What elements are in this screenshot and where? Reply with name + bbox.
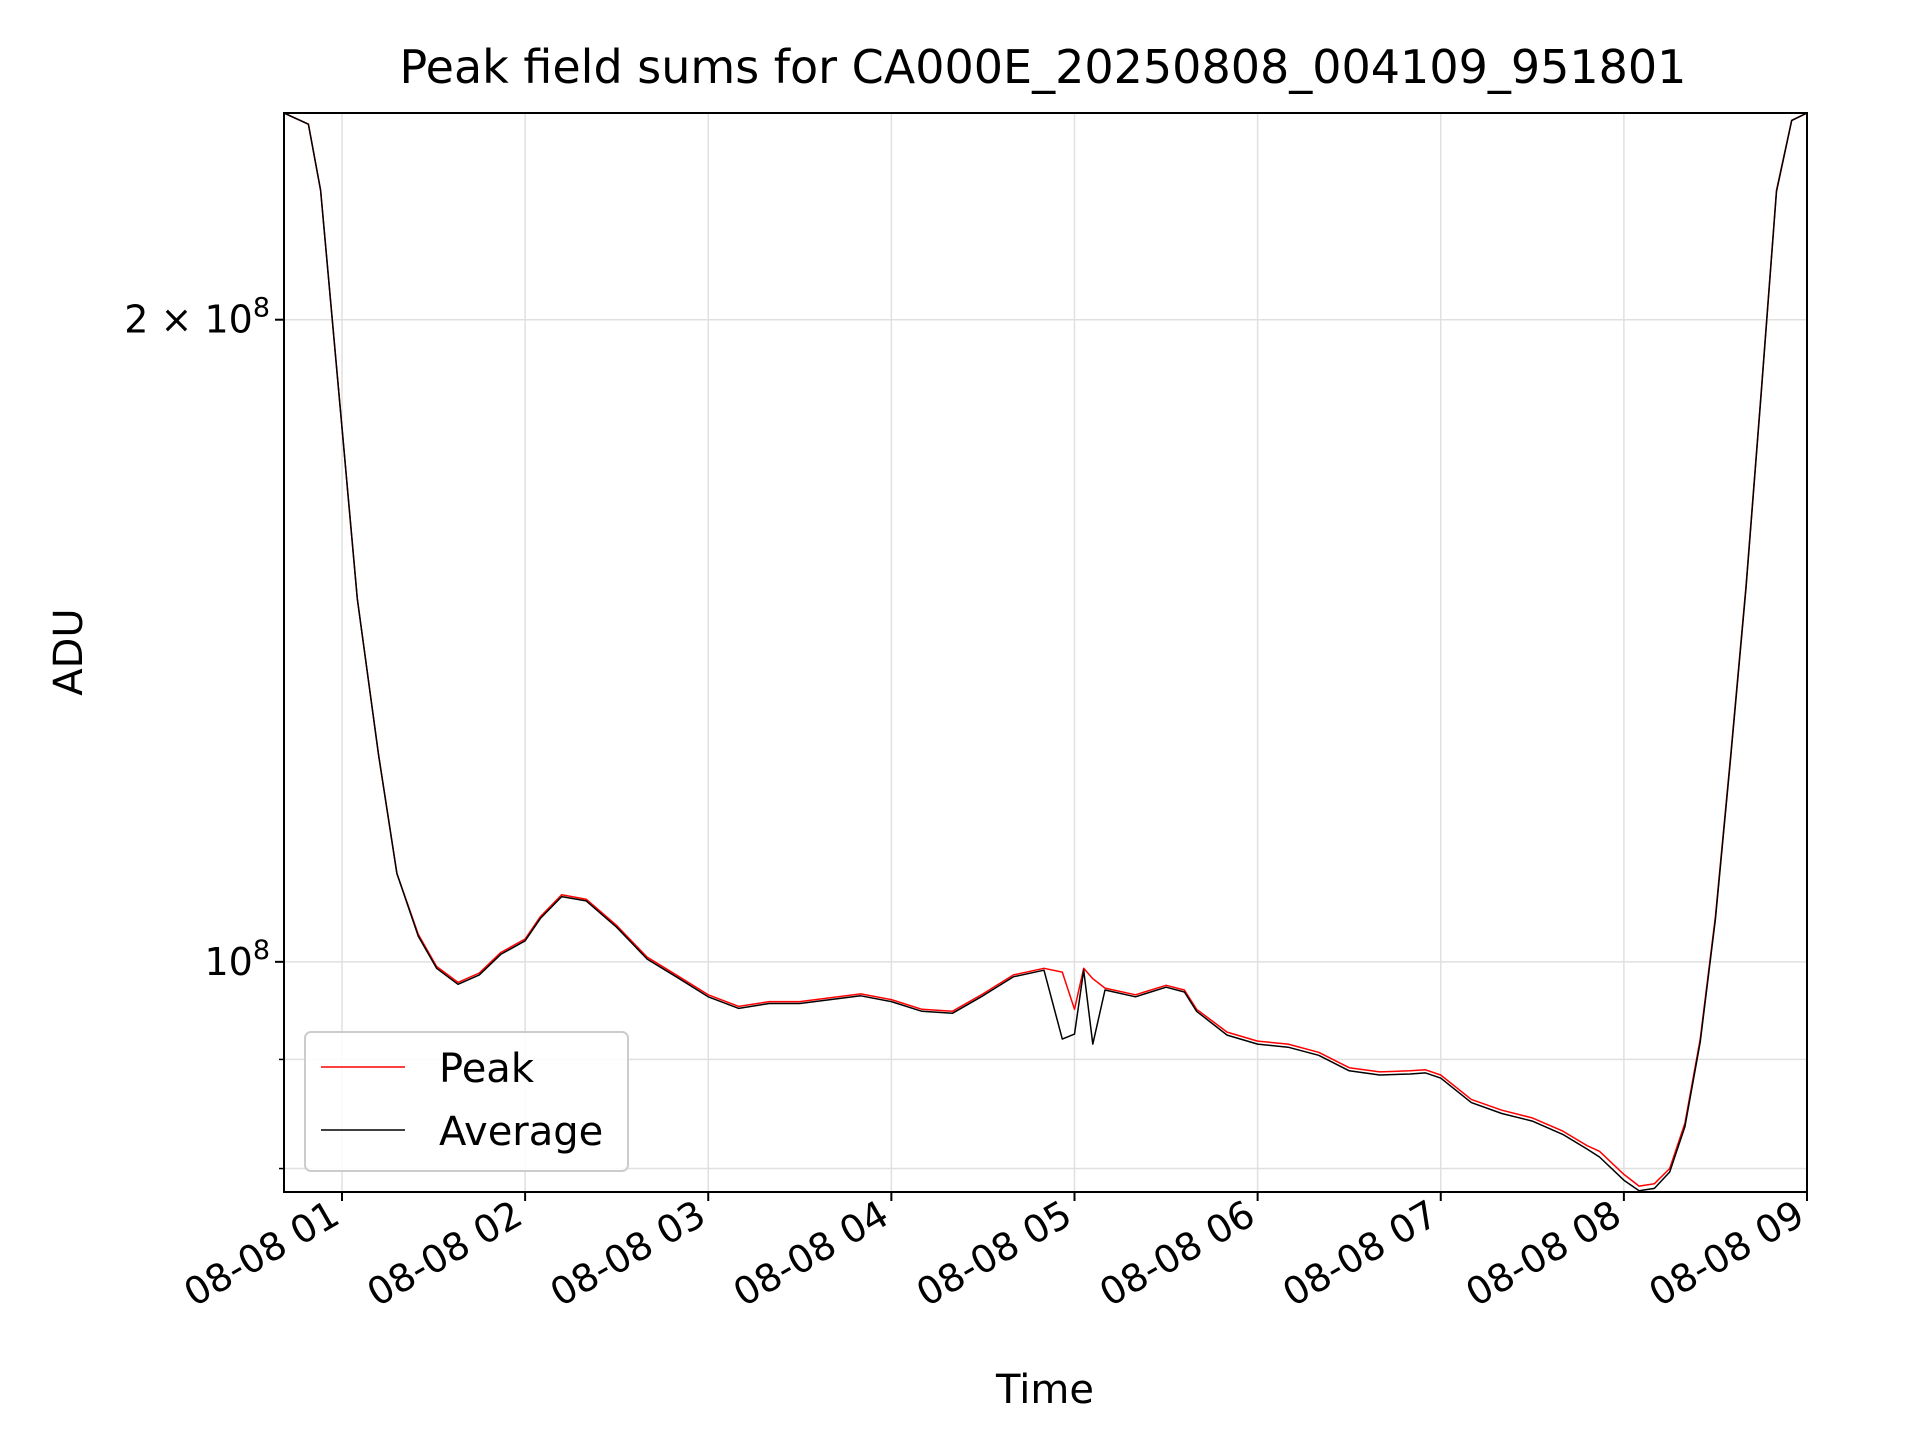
chart-title: Peak field sums for CA000E_20250808_0041… — [400, 40, 1687, 94]
x-axis-label: Time — [995, 1367, 1094, 1413]
y-tick-label: 2 × 108 — [124, 293, 270, 342]
series-line-average — [284, 113, 1807, 1192]
series-layer — [284, 113, 1807, 1192]
y-axis-label: ADU — [46, 608, 92, 695]
legend-label-average: Average — [439, 1109, 603, 1155]
plot-frame — [283, 112, 1808, 1193]
series-line-peak — [284, 113, 1807, 1187]
legend: Peak Average — [304, 1031, 629, 1172]
legend-label-peak: Peak — [439, 1046, 535, 1092]
